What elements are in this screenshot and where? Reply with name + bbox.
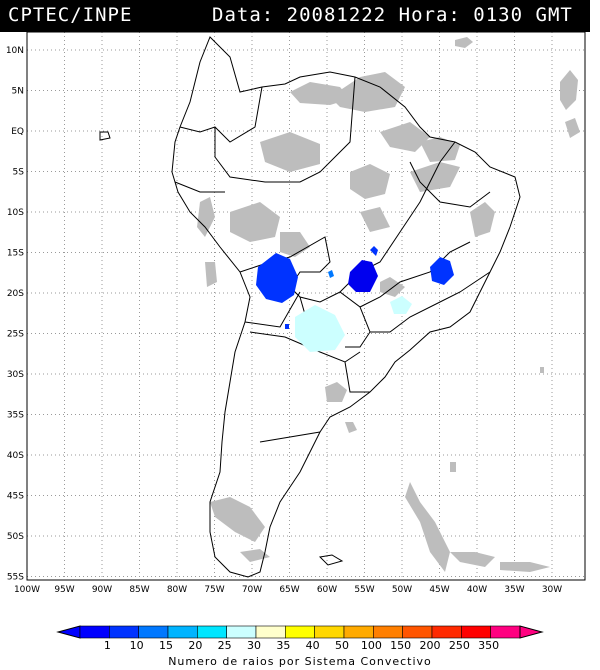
legend-swatch	[109, 625, 139, 639]
legend-swatch	[490, 625, 521, 639]
legend-tick: 250	[449, 639, 470, 652]
latitude-labels: 10N 5N EQ 5S 10S 15S 20S 25S 30S 35S 40S 45S 50S 55S	[6, 46, 24, 583]
legend-tick: 100	[361, 639, 382, 652]
legend: 1 10 15 20 25 30 35 40 50 100 150 200 250 350 Numero …	[0, 622, 600, 670]
lat-label: 45S	[7, 492, 24, 502]
cloud-cover	[197, 37, 580, 572]
lon-label: 40W	[467, 585, 487, 592]
legend-swatch	[402, 625, 433, 639]
legend-tick: 200	[420, 639, 441, 652]
legend-tick: 40	[306, 639, 320, 652]
lat-label: 10N	[6, 46, 24, 56]
lon-label: 50W	[392, 585, 412, 592]
lat-label: 5N	[12, 87, 24, 97]
convective-systems	[256, 246, 454, 352]
longitude-labels: 100W 95W 90W 85W 80W 75W 70W 65W 60W 55W 50W 45W 40W…	[14, 585, 562, 595]
lon-label: 65W	[279, 585, 299, 592]
date-label: Data:	[212, 4, 275, 26]
lat-label: 55S	[7, 573, 24, 583]
legend-arrow-right	[519, 625, 544, 639]
hour-value: 0130	[473, 4, 524, 26]
legend-tick: 20	[188, 639, 202, 652]
legend-tick: 30	[247, 639, 261, 652]
timezone: GMT	[535, 4, 573, 26]
lon-label: 35W	[504, 585, 524, 592]
lat-label: 40S	[7, 451, 24, 461]
lat-label: 35S	[7, 411, 24, 421]
legend-swatch	[226, 625, 257, 639]
lon-label: 60W	[317, 585, 337, 592]
lon-label: 90W	[92, 585, 112, 592]
lat-label: 30S	[7, 370, 24, 380]
lat-label: 5S	[13, 168, 25, 178]
legend-tick: 10	[130, 639, 144, 652]
coastlines	[99, 36, 521, 578]
lat-label: 15S	[7, 249, 24, 259]
plot-frame	[26, 31, 586, 581]
lat-label: 20S	[7, 289, 24, 299]
title-bar: CPTEC/INPE Data: 20081222 Hora: 0130 GMT	[0, 0, 590, 32]
legend-swatch	[138, 625, 169, 639]
lon-label: 55W	[354, 585, 374, 592]
hour-label: Hora:	[398, 4, 461, 26]
map-area: 10N 5N EQ 5S 10S 15S 20S 25S 30S 35S 40S 45S 50S 55S …	[0, 31, 600, 595]
legend-arrow-left	[56, 625, 81, 639]
lat-label: 50S	[7, 532, 24, 542]
legend-tick: 350	[478, 639, 499, 652]
legend-title: Numero de raios por Sistema Convectivo	[168, 655, 432, 668]
legend-tick: 25	[218, 639, 232, 652]
date-value: 20081222	[286, 4, 387, 26]
gridlines	[26, 32, 585, 580]
legend-swatch	[314, 625, 345, 639]
legend-tick: 35	[276, 639, 290, 652]
source-label: CPTEC/INPE	[8, 4, 133, 26]
legend-swatch	[461, 625, 491, 639]
legend-tick: 150	[390, 639, 411, 652]
lat-label: 25S	[7, 330, 24, 340]
legend-swatch	[373, 625, 403, 639]
lon-label: 80W	[167, 585, 187, 592]
lon-label: 70W	[242, 585, 262, 592]
legend-swatch	[285, 625, 315, 639]
lon-label: 45W	[429, 585, 449, 592]
legend-tick: 15	[159, 639, 173, 652]
lat-label: 10S	[7, 208, 24, 218]
legend-tick: 1	[104, 639, 111, 652]
legend-swatch	[255, 625, 286, 639]
legend-swatch	[343, 625, 374, 639]
lon-label: 30W	[542, 585, 562, 592]
lon-label: 85W	[129, 585, 149, 592]
legend-swatch	[197, 625, 227, 639]
timestamp: Data: 20081222 Hora: 0130 GMT	[212, 4, 573, 26]
legend-swatch	[167, 625, 198, 639]
lon-label: 75W	[204, 585, 224, 592]
legend-tick: 50	[335, 639, 349, 652]
lon-label: 95W	[54, 585, 74, 592]
lat-label: EQ	[11, 127, 24, 137]
legend-swatch	[79, 625, 110, 639]
legend-swatch	[431, 625, 462, 639]
lon-label: 100W	[14, 585, 40, 592]
legend-bar: 1 10 15 20 25 30 35 40 50 100 150 200 250 350	[56, 625, 544, 652]
map-svg: 10N5NEQ5S10S15S20S25S30S35S40S45S50S55S …	[6, 31, 586, 595]
